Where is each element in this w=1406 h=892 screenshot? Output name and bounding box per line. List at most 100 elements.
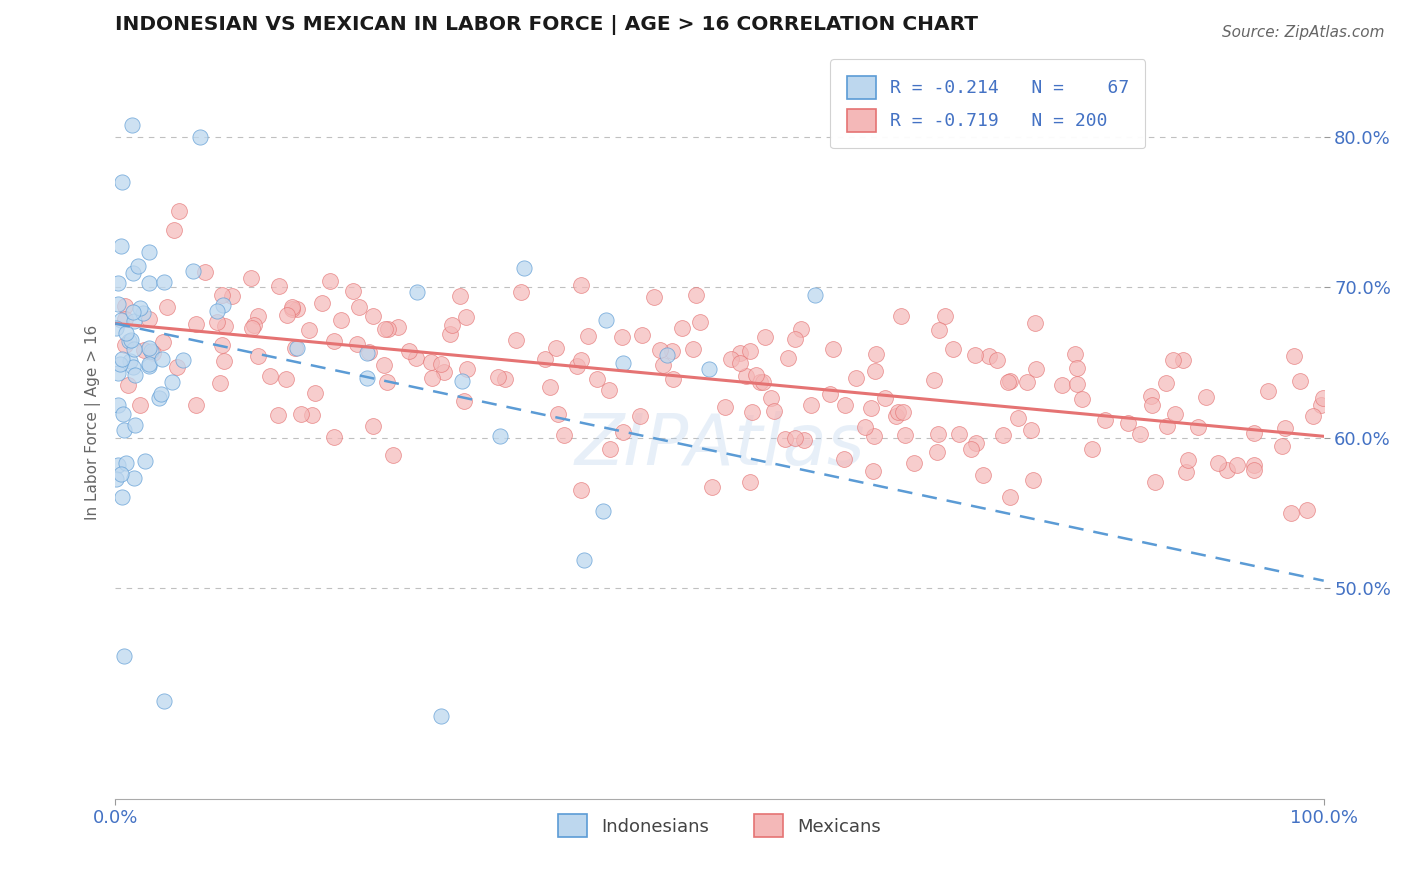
Point xyxy=(1171,352,1194,367)
Point xyxy=(875,391,897,405)
Point xyxy=(818,387,841,401)
Point xyxy=(138,311,160,326)
Point xyxy=(1302,409,1324,423)
Point xyxy=(998,490,1021,504)
Y-axis label: In Labor Force | Age > 16: In Labor Force | Age > 16 xyxy=(86,325,101,520)
Point xyxy=(1187,420,1209,434)
Point xyxy=(152,694,174,708)
Point xyxy=(1024,316,1046,330)
Point xyxy=(267,409,290,423)
Point xyxy=(374,322,396,336)
Point xyxy=(630,328,652,343)
Point xyxy=(997,376,1019,390)
Text: INDONESIAN VS MEXICAN IN LABOR FORCE | AGE > 16 CORRELATION CHART: INDONESIAN VS MEXICAN IN LABOR FORCE | A… xyxy=(115,15,979,35)
Point xyxy=(114,311,136,326)
Point xyxy=(998,374,1021,388)
Point xyxy=(121,118,143,132)
Point xyxy=(735,368,758,383)
Point xyxy=(259,369,281,384)
Point xyxy=(138,277,160,291)
Point xyxy=(373,358,395,372)
Point xyxy=(363,418,385,433)
Point xyxy=(671,321,693,335)
Point xyxy=(959,442,981,457)
Point xyxy=(454,310,477,325)
Point xyxy=(322,430,344,444)
Point xyxy=(124,471,146,485)
Point xyxy=(510,285,533,300)
Point xyxy=(138,342,160,356)
Point xyxy=(134,454,156,468)
Point xyxy=(884,409,907,424)
Point xyxy=(1094,413,1116,427)
Point xyxy=(1066,377,1088,392)
Point xyxy=(612,425,634,439)
Point xyxy=(152,334,174,349)
Point xyxy=(865,347,887,361)
Point xyxy=(697,362,720,376)
Point xyxy=(419,355,441,369)
Point xyxy=(730,346,752,360)
Point xyxy=(110,357,132,371)
Point xyxy=(553,428,575,442)
Point xyxy=(240,271,263,285)
Point xyxy=(184,317,207,331)
Point xyxy=(720,352,742,367)
Point xyxy=(346,337,368,351)
Point xyxy=(1257,384,1279,398)
Point xyxy=(785,431,807,445)
Point xyxy=(406,285,429,299)
Point xyxy=(110,467,132,482)
Point xyxy=(387,319,409,334)
Point xyxy=(148,392,170,406)
Point xyxy=(377,322,399,336)
Legend: Indonesians, Mexicans: Indonesians, Mexicans xyxy=(548,805,890,847)
Point xyxy=(1309,399,1331,413)
Point xyxy=(122,314,145,328)
Point xyxy=(744,368,766,382)
Point xyxy=(979,349,1001,363)
Point xyxy=(891,404,914,418)
Point xyxy=(1021,473,1043,487)
Point xyxy=(356,370,378,384)
Point xyxy=(1019,423,1042,437)
Point xyxy=(489,428,512,442)
Point xyxy=(657,348,679,362)
Point xyxy=(323,334,346,348)
Point xyxy=(359,344,381,359)
Point xyxy=(1226,458,1249,473)
Text: ZIPAtlas: ZIPAtlas xyxy=(574,411,865,480)
Point xyxy=(991,427,1014,442)
Point xyxy=(274,372,297,386)
Point xyxy=(153,275,176,289)
Point xyxy=(246,310,269,324)
Point xyxy=(311,295,333,310)
Point xyxy=(793,434,815,448)
Point xyxy=(172,353,194,368)
Point xyxy=(122,343,145,357)
Point xyxy=(863,364,886,378)
Point xyxy=(110,351,132,366)
Point xyxy=(138,245,160,260)
Point xyxy=(138,359,160,374)
Point xyxy=(122,304,145,318)
Point xyxy=(1288,374,1310,388)
Point xyxy=(167,204,190,219)
Point xyxy=(297,323,319,337)
Point xyxy=(1156,376,1178,391)
Point xyxy=(972,467,994,482)
Point xyxy=(107,297,129,311)
Point xyxy=(139,343,162,358)
Point xyxy=(565,359,588,373)
Point xyxy=(1216,463,1239,477)
Point xyxy=(280,301,302,316)
Point xyxy=(420,371,443,385)
Point xyxy=(965,435,987,450)
Point xyxy=(576,329,599,343)
Point xyxy=(887,405,910,419)
Point xyxy=(546,341,568,355)
Point xyxy=(714,401,737,415)
Point xyxy=(612,356,634,370)
Point xyxy=(342,284,364,298)
Point xyxy=(1243,458,1265,473)
